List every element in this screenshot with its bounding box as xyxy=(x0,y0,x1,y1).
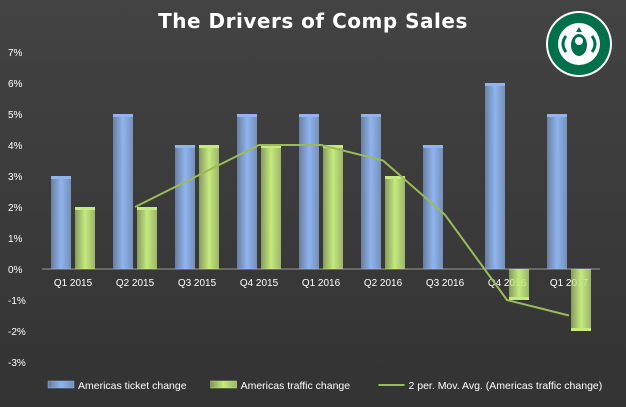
bar-ticket xyxy=(423,145,443,269)
bar-cap xyxy=(485,83,505,86)
bar-cap xyxy=(137,207,157,210)
logo-crown-icon xyxy=(576,27,582,32)
line-group xyxy=(134,144,570,317)
legend-entry: 2 per. Mov. Avg. (Americas traffic chang… xyxy=(409,380,603,392)
legend-swatch xyxy=(47,380,75,389)
logo-siren-tails-icon xyxy=(561,35,597,53)
x-tick-label: Q1 2015 xyxy=(54,278,93,289)
axis-group: -3% -2% -1% 0% 1% 2% 3% 4% 5% 6% 7% Q1 2015 Q2 2015 Q… xyxy=(8,48,600,369)
bar-cap xyxy=(385,176,405,179)
y-tick-label: 4% xyxy=(8,141,23,152)
legend: Americas ticket change Americas traffic c… xyxy=(47,380,603,392)
bar-ticket xyxy=(547,114,567,269)
bar-traffic xyxy=(199,145,219,269)
bar-cap xyxy=(547,114,567,117)
bar-cap xyxy=(113,114,133,117)
bar-cap xyxy=(361,114,381,117)
bar-cap xyxy=(509,297,529,300)
bar-traffic xyxy=(571,269,591,331)
bar-ticket xyxy=(175,145,195,269)
x-tick-label: Q2 2016 xyxy=(364,278,403,289)
bar-traffic xyxy=(75,207,95,269)
bar-cap xyxy=(237,114,257,117)
y-tick-label: -3% xyxy=(8,358,26,369)
logo-siren-face-icon xyxy=(575,37,583,45)
starbucks-logo xyxy=(546,11,612,77)
bar-traffic xyxy=(509,269,529,300)
bar-cap xyxy=(51,176,71,179)
x-tick-label: Q1 2017 xyxy=(550,278,589,289)
bar-cap xyxy=(323,145,343,148)
y-tick-label: -1% xyxy=(8,296,26,307)
bar-ticket xyxy=(299,114,319,269)
bar-traffic xyxy=(137,207,157,269)
legend-entry: Americas traffic change xyxy=(241,380,351,392)
legend-swatch xyxy=(210,380,237,389)
x-tick-label: Q1 2016 xyxy=(302,278,341,289)
bar-ticket xyxy=(361,114,381,269)
bar-traffic xyxy=(323,145,343,269)
x-tick-label: Q3 2016 xyxy=(426,278,465,289)
x-tick-label: Q4 2015 xyxy=(240,278,279,289)
bar-ticket xyxy=(485,83,505,269)
y-tick-label: 6% xyxy=(8,79,23,90)
x-tick-label: Q2 2015 xyxy=(116,278,155,289)
moving-average-line xyxy=(134,144,570,317)
chart-title: The Drivers of Comp Sales xyxy=(158,9,468,33)
bar-ticket xyxy=(113,114,133,269)
bar-cap xyxy=(175,145,195,148)
bar-cap xyxy=(199,145,219,148)
legend-entry: Americas ticket change xyxy=(78,380,187,392)
bar-ticket xyxy=(237,114,257,269)
y-tick-label: 2% xyxy=(8,203,23,214)
bars-group xyxy=(51,83,591,331)
y-tick-label: 7% xyxy=(8,48,23,59)
y-tick-label: -2% xyxy=(8,327,26,338)
y-tick-label: 3% xyxy=(8,172,23,183)
bar-cap xyxy=(423,145,443,148)
x-tick-label: Q3 2015 xyxy=(178,278,217,289)
x-tick-label: Q4 2016 xyxy=(488,278,527,289)
bar-ticket xyxy=(51,176,71,269)
bar-cap xyxy=(261,145,281,148)
bar-cap xyxy=(571,328,591,331)
bar-cap xyxy=(75,207,95,210)
y-tick-label: 1% xyxy=(8,234,23,245)
y-tick-label: 0% xyxy=(8,265,23,276)
bar-cap xyxy=(299,114,319,117)
y-tick-label: 5% xyxy=(8,110,23,121)
bar-traffic xyxy=(385,176,405,269)
bar-traffic xyxy=(261,145,281,269)
